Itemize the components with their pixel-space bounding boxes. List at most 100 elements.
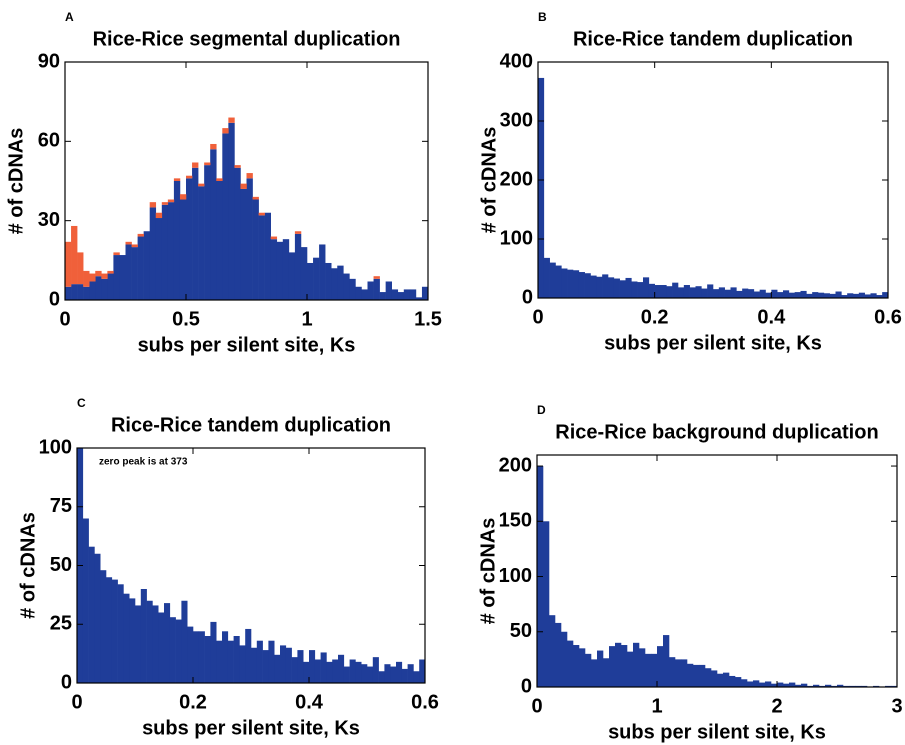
histogram-bar — [173, 181, 181, 300]
panel-label: B — [538, 10, 547, 24]
panel: 0 0.5 1 1.5 0 30 60 90 A Rice-Rice segmental dupl… — [5, 10, 442, 356]
histogram-bar — [681, 659, 688, 687]
histogram-bar — [602, 274, 609, 298]
histogram-bar — [270, 239, 278, 300]
histogram-bar — [294, 231, 302, 234]
histogram-bar — [396, 661, 403, 683]
histogram-bar — [813, 684, 820, 687]
y-tick-label: 30 — [38, 209, 60, 231]
histogram-bar — [829, 293, 836, 298]
x-tick-label: 0 — [532, 306, 543, 328]
histogram-bar — [678, 287, 685, 298]
y-tick-label: 200 — [499, 454, 532, 476]
histogram-bar — [747, 681, 754, 687]
histogram-bar — [152, 605, 159, 683]
histogram-bar — [783, 290, 790, 298]
histogram-bar — [573, 270, 580, 298]
histogram-bar — [113, 252, 120, 256]
histogram-bar — [256, 640, 263, 683]
histogram-bar — [297, 650, 304, 683]
histogram-bar — [876, 295, 883, 298]
histogram-bar — [106, 577, 113, 683]
histogram-bar — [349, 278, 356, 300]
histogram-bar — [373, 276, 380, 279]
histogram-bar — [137, 236, 144, 300]
histogram-bar — [216, 640, 223, 683]
x-tick-label: 2 — [771, 695, 782, 717]
histogram-bar — [331, 268, 338, 300]
histogram-bar — [631, 281, 638, 298]
histogram-bar — [222, 631, 229, 683]
x-tick-label: 3 — [891, 695, 902, 717]
histogram-bar — [666, 286, 673, 298]
histogram-bar — [549, 262, 556, 298]
histogram-bar — [164, 603, 171, 683]
histogram-bar — [627, 651, 634, 687]
histogram-bar — [181, 600, 188, 683]
histogram-bar — [672, 282, 679, 298]
histogram-bar — [71, 284, 78, 300]
histogram-bar — [753, 291, 760, 298]
histogram-bar — [251, 647, 258, 683]
histogram-bar — [789, 682, 796, 687]
histogram-bar — [326, 661, 333, 683]
histogram-bar — [695, 286, 702, 298]
histogram-bar — [707, 284, 714, 298]
histogram-bar — [800, 290, 807, 298]
x-axis-label: subs per silent site, Ks — [142, 717, 360, 739]
histogram-bar — [155, 212, 163, 219]
histogram-bar — [584, 273, 591, 298]
histogram-bar — [699, 664, 706, 687]
histogram-bar — [654, 285, 661, 298]
panel-label: D — [537, 403, 546, 417]
histogram-bar — [240, 183, 247, 189]
histogram-bar — [83, 286, 90, 300]
histogram-bar — [705, 668, 712, 687]
histogram-bar — [693, 664, 700, 687]
histogram-bar — [125, 241, 132, 245]
histogram-bar — [825, 684, 832, 687]
histogram-bar — [597, 650, 604, 687]
histogram-bar — [361, 664, 368, 683]
histogram-bar — [100, 570, 107, 683]
histogram-bar — [101, 273, 108, 279]
histogram-bar — [158, 612, 165, 683]
histogram-bar — [135, 605, 142, 683]
histogram-bar — [689, 287, 696, 298]
histogram-bar — [372, 657, 379, 683]
histogram-bar — [204, 165, 211, 300]
annotation: zero peak is at 373 — [99, 457, 188, 468]
histogram-bar — [378, 671, 385, 683]
x-tick-label: 1 — [651, 695, 662, 717]
histogram-bar — [675, 659, 682, 687]
histogram-bar — [735, 677, 742, 687]
histogram-bar — [246, 178, 253, 300]
histogram-bar — [736, 290, 743, 298]
histogram-bar — [276, 241, 284, 300]
histogram-bar — [88, 546, 95, 683]
histogram-bar — [307, 262, 314, 300]
histogram-bar — [777, 682, 784, 687]
histogram-bar — [258, 215, 265, 300]
x-tick-label: 0.2 — [179, 691, 207, 713]
histogram-bar — [421, 286, 428, 300]
histogram-bar — [788, 292, 795, 298]
histogram-bar — [724, 289, 731, 298]
x-tick-label: 0.6 — [874, 306, 902, 328]
histogram-bar — [864, 294, 871, 298]
histogram-bar — [870, 293, 877, 298]
histogram-bar — [409, 289, 417, 300]
histogram-bar — [771, 289, 778, 298]
histogram-bar — [657, 646, 664, 687]
y-tick-label: 0 — [522, 286, 533, 308]
histogram-bar — [173, 178, 181, 181]
histogram-bar — [332, 659, 339, 683]
histogram-bar — [823, 293, 830, 298]
y-tick-label: 90 — [38, 50, 60, 72]
histogram-bar — [651, 653, 658, 687]
histogram-bar — [169, 617, 176, 683]
histogram-bar — [65, 241, 72, 287]
y-tick-label: 0 — [521, 675, 532, 697]
histogram-bar — [131, 244, 138, 248]
